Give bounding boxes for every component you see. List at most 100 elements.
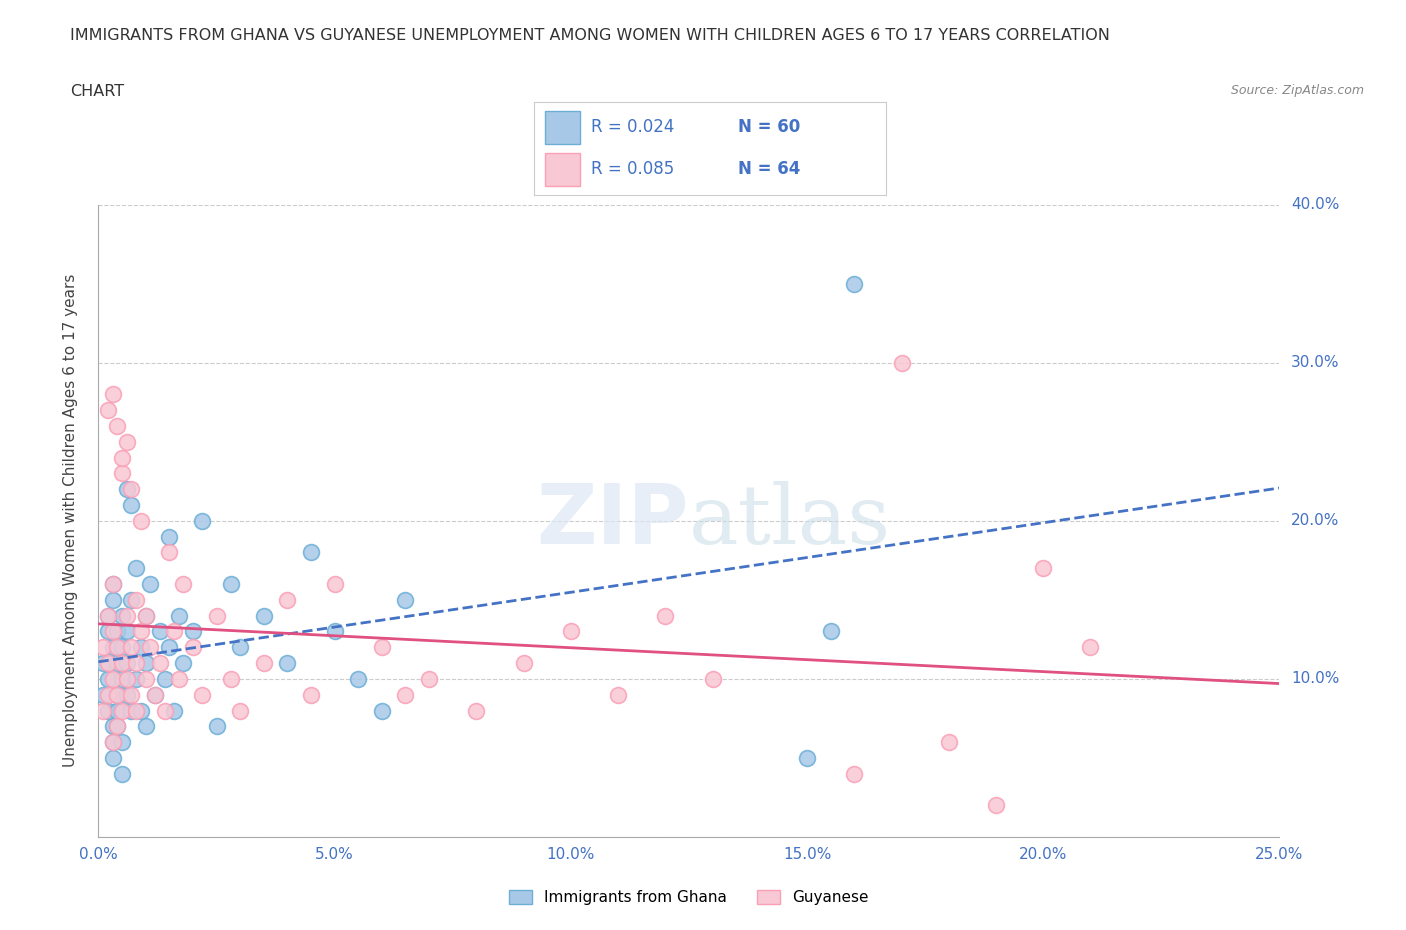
Point — [97, 703, 120, 718]
Point — [101, 592, 124, 607]
Point — [111, 640, 134, 655]
Point — [101, 719, 124, 734]
Point — [229, 703, 252, 718]
Point — [111, 656, 134, 671]
Point — [253, 656, 276, 671]
Point — [115, 608, 138, 623]
Point — [163, 703, 186, 718]
Point — [115, 434, 138, 449]
Point — [105, 719, 128, 734]
Point — [135, 608, 157, 623]
Point — [205, 719, 228, 734]
Point — [115, 624, 138, 639]
Point — [115, 671, 138, 686]
Point — [97, 624, 120, 639]
Point — [167, 608, 190, 623]
Point — [654, 608, 676, 623]
Point — [371, 640, 394, 655]
Point — [97, 403, 120, 418]
Text: ZIP: ZIP — [537, 480, 689, 562]
Point — [125, 561, 148, 576]
Point — [143, 687, 166, 702]
Point — [91, 656, 114, 671]
Point — [101, 577, 124, 591]
Point — [276, 592, 298, 607]
Point — [323, 624, 346, 639]
Point — [97, 687, 120, 702]
Point — [105, 418, 128, 433]
Point — [153, 703, 176, 718]
Text: R = 0.085: R = 0.085 — [591, 160, 673, 179]
Point — [105, 624, 128, 639]
Point — [143, 687, 166, 702]
Point — [465, 703, 488, 718]
Point — [121, 592, 143, 607]
Point — [101, 577, 124, 591]
Point — [181, 624, 204, 639]
Point — [181, 640, 204, 655]
Point — [157, 529, 180, 544]
Point — [276, 656, 298, 671]
Point — [157, 545, 180, 560]
Point — [139, 577, 162, 591]
Point — [97, 608, 120, 623]
Point — [299, 687, 322, 702]
Point — [844, 766, 866, 781]
Point — [172, 577, 194, 591]
Point — [153, 671, 176, 686]
Point — [129, 640, 152, 655]
Point — [125, 656, 148, 671]
Point — [101, 640, 124, 655]
Point — [984, 798, 1007, 813]
Point — [1032, 561, 1054, 576]
Point — [121, 687, 143, 702]
Text: Source: ZipAtlas.com: Source: ZipAtlas.com — [1230, 84, 1364, 97]
Point — [205, 608, 228, 623]
Point — [219, 577, 242, 591]
Point — [111, 671, 134, 686]
Text: CHART: CHART — [70, 84, 124, 99]
Bar — [544, 153, 579, 186]
Text: 10.0%: 10.0% — [1291, 671, 1340, 686]
Point — [135, 671, 157, 686]
Point — [111, 450, 134, 465]
Point — [172, 656, 194, 671]
Point — [844, 276, 866, 291]
Point — [101, 387, 124, 402]
Point — [512, 656, 534, 671]
Point — [129, 513, 152, 528]
Point — [125, 671, 148, 686]
Point — [111, 735, 134, 750]
Point — [253, 608, 276, 623]
Point — [91, 687, 114, 702]
Point — [101, 751, 124, 765]
Point — [149, 624, 172, 639]
Point — [394, 687, 416, 702]
Point — [129, 703, 152, 718]
Point — [121, 640, 143, 655]
Point — [101, 735, 124, 750]
Point — [163, 624, 186, 639]
Point — [820, 624, 842, 639]
Point — [371, 703, 394, 718]
Text: N = 60: N = 60 — [738, 118, 800, 137]
Point — [97, 656, 120, 671]
Point — [105, 687, 128, 702]
Text: 30.0%: 30.0% — [1291, 355, 1340, 370]
Point — [101, 735, 124, 750]
Point — [219, 671, 242, 686]
Point — [105, 719, 128, 734]
Point — [105, 656, 128, 671]
Point — [115, 656, 138, 671]
Point — [121, 703, 143, 718]
Point — [1080, 640, 1102, 655]
Point — [938, 735, 960, 750]
Point — [135, 608, 157, 623]
Point — [111, 766, 134, 781]
Point — [149, 656, 172, 671]
Point — [115, 482, 138, 497]
Point — [91, 703, 114, 718]
Point — [702, 671, 724, 686]
Point — [560, 624, 582, 639]
Point — [125, 703, 148, 718]
